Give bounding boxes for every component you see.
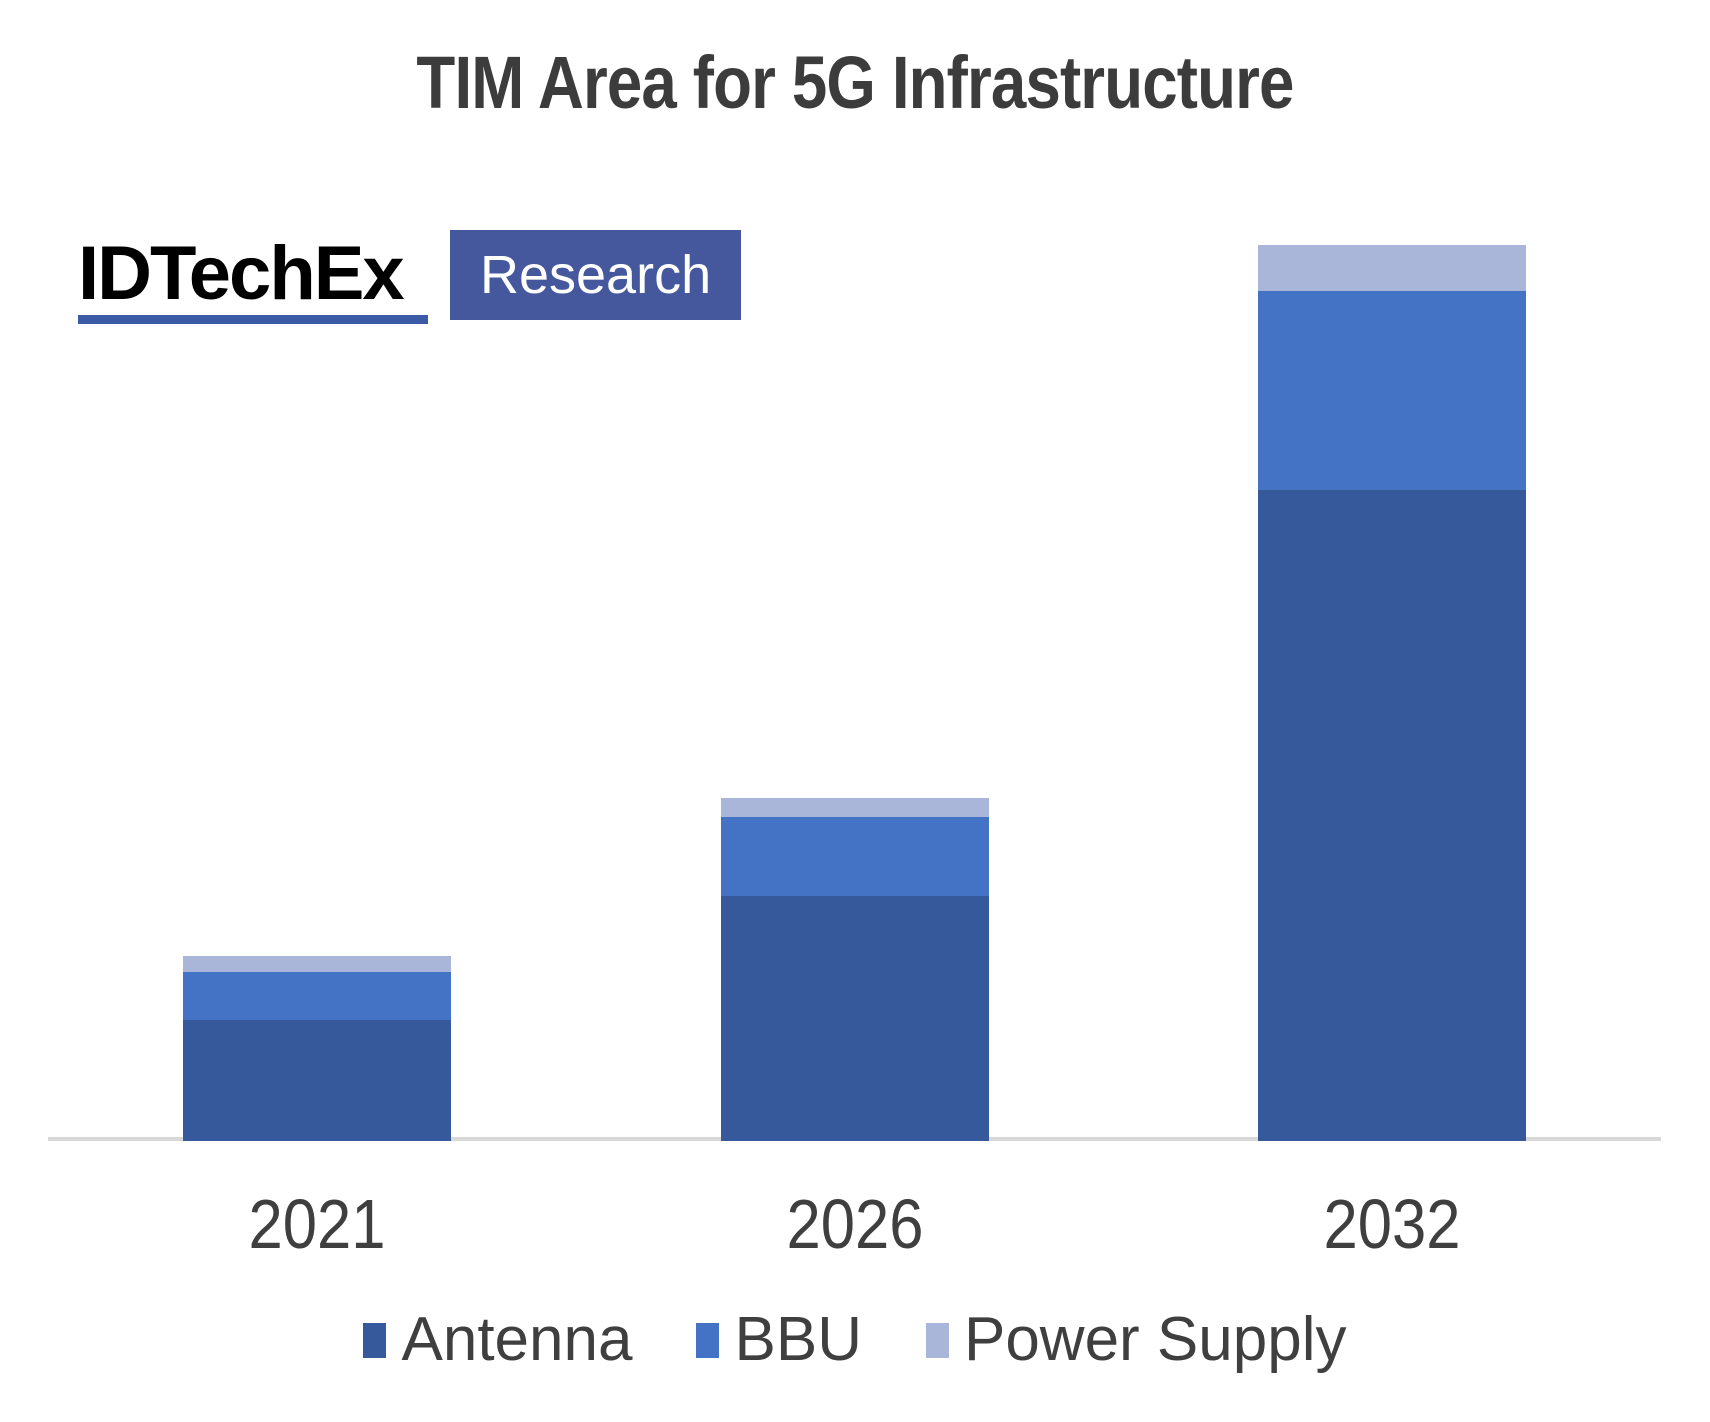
x-tick-label-2032: 2032	[1323, 1185, 1461, 1263]
bar-segment-antenna-2026	[720, 896, 989, 1141]
bar-2032	[1258, 245, 1527, 1141]
bar-segment-antenna-2021	[182, 1020, 451, 1141]
legend-marker-power-supply	[925, 1322, 949, 1358]
bar-2021	[182, 956, 451, 1141]
legend-marker-antenna	[363, 1322, 387, 1358]
x-tick-label-2021: 2021	[248, 1185, 386, 1263]
bar-segment-bbu-2021	[182, 972, 451, 1020]
bar-segment-power-supply-2026	[720, 798, 989, 817]
x-tick-label-2026: 2026	[785, 1185, 924, 1263]
legend-item-power-supply: Power Supply	[925, 1305, 1347, 1374]
legend-label-power-supply: Power Supply	[963, 1305, 1347, 1374]
legend-item-bbu: BBU	[696, 1305, 862, 1374]
bar-2026	[720, 798, 989, 1141]
bar-segment-power-supply-2032	[1258, 245, 1527, 291]
legend-marker-bbu	[696, 1322, 720, 1358]
bar-segment-antenna-2032	[1258, 490, 1527, 1141]
chart-title: TIM Area for 5G Infrastructure	[416, 41, 1294, 124]
legend: Antenna BBU Power Supply	[0, 1300, 1710, 1380]
bar-segment-bbu-2032	[1258, 291, 1527, 490]
bar-segment-bbu-2026	[720, 817, 989, 896]
legend-label-bbu: BBU	[734, 1305, 862, 1374]
bar-segment-power-supply-2021	[182, 956, 451, 972]
legend-label-antenna: Antenna	[401, 1305, 633, 1374]
legend-item-antenna: Antenna	[363, 1309, 632, 1371]
